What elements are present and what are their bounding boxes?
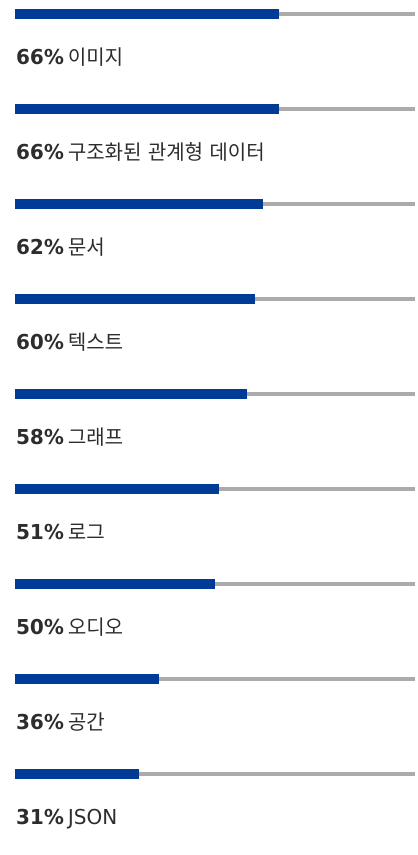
bar-label: 51% 로그 xyxy=(16,519,105,545)
bar-row: 60% 텍스트 xyxy=(0,285,418,380)
bar-row: 51% 로그 xyxy=(0,475,418,570)
bar-track xyxy=(15,579,415,589)
bar-label: 58% 그래프 xyxy=(16,424,123,450)
bar-track xyxy=(15,104,415,114)
bar-fill xyxy=(15,674,159,684)
bar-track xyxy=(15,674,415,684)
bar-value-label: 31% xyxy=(16,805,64,829)
bar-category-label: JSON xyxy=(67,805,118,829)
bar-track xyxy=(15,484,415,494)
bar-category-label: 그래프 xyxy=(67,425,124,449)
bar-track-line xyxy=(15,772,415,776)
bar-track xyxy=(15,294,415,304)
bar-row: 66% 구조화된 관계형 데이터 xyxy=(0,95,418,190)
bar-fill xyxy=(15,104,279,114)
bar-value-label: 62% xyxy=(16,235,64,259)
bar-track-line xyxy=(15,677,415,681)
bar-category-label: 텍스트 xyxy=(67,330,124,354)
bar-label: 31% JSON xyxy=(16,804,117,830)
bar-label: 62% 문서 xyxy=(16,234,105,260)
bar-fill xyxy=(15,294,255,304)
bar-track xyxy=(15,9,415,19)
bar-label: 60% 텍스트 xyxy=(16,329,123,355)
bar-row: 66% 이미지 xyxy=(0,0,418,95)
bar-label: 66% 이미지 xyxy=(16,44,123,70)
bar-row: 62% 문서 xyxy=(0,190,418,285)
bar-category-label: 로그 xyxy=(67,520,105,544)
bar-track xyxy=(15,389,415,399)
bar-label: 66% 구조화된 관계형 데이터 xyxy=(16,139,265,165)
bar-fill xyxy=(15,9,279,19)
bar-fill xyxy=(15,199,263,209)
bar-row: 50% 오디오 xyxy=(0,570,418,665)
bar-value-label: 50% xyxy=(16,615,64,639)
bar-chart: 66% 이미지 66% 구조화된 관계형 데이터 62% 문서 60% 텍스트 58% 그래프 51… xyxy=(0,0,418,829)
bar-row: 36% 공간 xyxy=(0,665,418,760)
bar-category-label: 구조화된 관계형 데이터 xyxy=(67,140,265,164)
bar-category-label: 문서 xyxy=(67,235,105,259)
bar-category-label: 이미지 xyxy=(67,45,124,69)
bar-track-line xyxy=(15,582,415,586)
bar-row: 31% JSON xyxy=(0,760,418,855)
bar-fill xyxy=(15,769,139,779)
bar-label: 50% 오디오 xyxy=(16,614,123,640)
bar-category-label: 오디오 xyxy=(67,615,124,639)
bar-value-label: 51% xyxy=(16,520,64,544)
bar-track xyxy=(15,199,415,209)
bar-value-label: 58% xyxy=(16,425,64,449)
bar-value-label: 60% xyxy=(16,330,64,354)
bar-track xyxy=(15,769,415,779)
bar-category-label: 공간 xyxy=(67,710,105,734)
bar-row: 58% 그래프 xyxy=(0,380,418,475)
bar-value-label: 66% xyxy=(16,140,64,164)
bar-value-label: 36% xyxy=(16,710,64,734)
bar-fill xyxy=(15,579,215,589)
bar-fill xyxy=(15,484,219,494)
bar-fill xyxy=(15,389,247,399)
bar-value-label: 66% xyxy=(16,45,64,69)
bar-label: 36% 공간 xyxy=(16,709,105,735)
